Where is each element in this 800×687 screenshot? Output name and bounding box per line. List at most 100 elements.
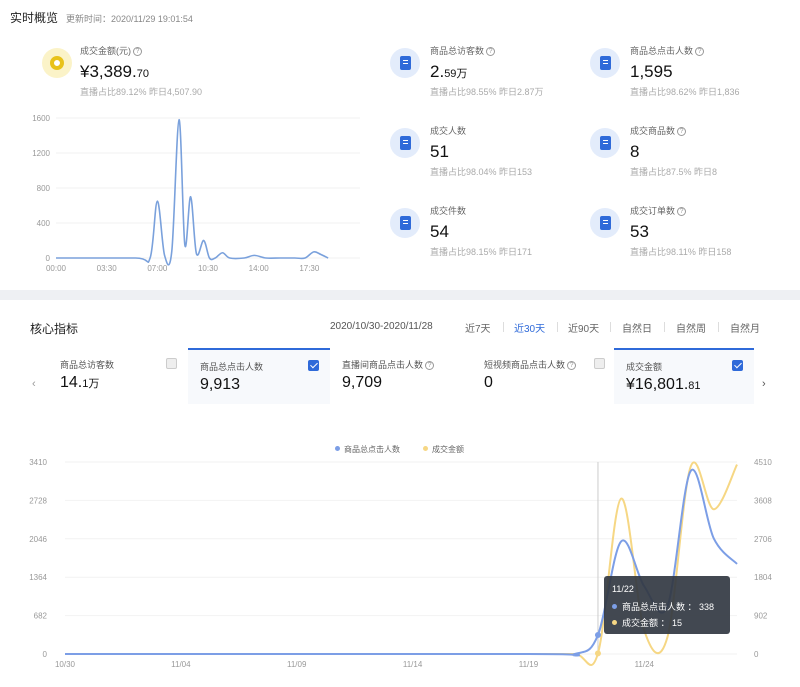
realtime-series-line (55, 118, 329, 266)
realtime-title: 实时概览 (10, 11, 59, 25)
divider (718, 322, 719, 332)
y-tick-label: 400 (37, 219, 51, 228)
tab-30-days[interactable]: 近30天 (514, 324, 546, 335)
metric-card-live-clicks[interactable]: 直播间商品点击人数? 9,709 (330, 348, 472, 404)
x-tick-label: 11/09 (287, 660, 307, 669)
help-icon[interactable]: ? (677, 207, 687, 216)
right-tick-label: 2706 (754, 535, 772, 544)
metric-value: 53 (630, 222, 649, 241)
x-tick-label: 11/04 (171, 660, 191, 669)
metric-foot: 直播占比98.55% 昨日2.87万 (430, 87, 544, 97)
buyer-icon (390, 128, 420, 158)
legend-dot (335, 446, 340, 451)
y-tick-label: 800 (37, 184, 51, 193)
core-title: 核心指标 (30, 322, 79, 336)
left-tick-label: 2046 (29, 535, 47, 544)
tab-natural-week[interactable]: 自然周 (676, 324, 706, 335)
metric-label: 成交订单数? (630, 204, 687, 217)
metric-label: 成交件数 (430, 206, 467, 216)
help-icon[interactable]: ? (486, 47, 496, 56)
left-tick-label: 0 (43, 650, 48, 659)
metric-card-visitors[interactable]: 商品总访客数 14.1万 (48, 348, 188, 404)
card-value: 14.1万 (60, 374, 100, 391)
card-checkbox[interactable] (166, 358, 177, 369)
metric-foot: 直播占比98.15% 昨日171 (430, 247, 533, 257)
x-tick-label: 00:00 (46, 264, 67, 273)
prev-arrow-icon[interactable]: ‹ (32, 378, 36, 390)
tab-90-days[interactable]: 近90天 (568, 324, 600, 335)
metric-card-video-clicks[interactable]: 短视频商品点击人数? 0 (472, 348, 614, 404)
card-label: 商品总点击人数 (200, 362, 264, 372)
right-tick-label: 4510 (754, 458, 772, 467)
hover-point-gmv (594, 650, 601, 657)
metric-label: 商品总访客数? (430, 44, 496, 57)
update-time: 更新时间：2020/11/29 19:01:54 (66, 14, 193, 24)
divider (557, 322, 558, 332)
metric-foot: 直播占比98.11% 昨日158 (630, 247, 732, 257)
chart-tooltip: 11/22 商品总点击人数 ： 338 成交金额 ： 15 (604, 576, 730, 634)
left-tick-label: 682 (34, 612, 48, 621)
metric-value: 51 (430, 142, 449, 161)
card-checkbox[interactable] (308, 360, 319, 371)
coin-icon (42, 48, 72, 78)
help-icon[interactable]: ? (133, 47, 142, 56)
metric-value: 8 (630, 142, 640, 161)
next-arrow-icon[interactable]: › (762, 378, 766, 390)
metric-card-gmv[interactable]: 成交金额 ¥16,801.81 (614, 348, 754, 404)
card-label: 短视频商品点击人数? (484, 358, 577, 371)
right-tick-label: 1804 (754, 573, 772, 582)
main-metric-value: ¥3,389.70 (80, 62, 149, 81)
y-tick-label: 0 (46, 254, 51, 263)
metric-foot: 直播占比98.62% 昨日1,836 (630, 87, 740, 97)
card-checkbox[interactable] (732, 360, 743, 371)
help-icon[interactable]: ? (567, 361, 577, 370)
realtime-panel: 实时概览 更新时间：2020/11/29 19:01:54 成交金额(元)? ¥… (0, 0, 800, 290)
right-tick-label: 902 (754, 612, 768, 621)
date-range: 2020/10/30-2020/11/28 (330, 321, 433, 332)
metric-card-clicks[interactable]: 商品总点击人数 9,913 (188, 348, 330, 404)
divider (664, 322, 665, 332)
tooltip-row-gmv: 成交金额 ： 15 (612, 616, 682, 629)
tab-7-days[interactable]: 近7天 (465, 324, 491, 335)
x-tick-label: 11/14 (403, 660, 423, 669)
x-tick-label: 11/24 (635, 660, 655, 669)
left-tick-label: 2728 (29, 496, 47, 505)
right-tick-label: 3608 (754, 496, 772, 505)
x-tick-label: 14:00 (249, 264, 270, 273)
metric-value: 54 (430, 222, 449, 241)
legend-dot (423, 446, 428, 451)
metric-value: 1,595 (630, 62, 673, 81)
tab-natural-day[interactable]: 自然日 (622, 324, 652, 335)
core-trend-chart: 0 682 1364 2046 2728 3410 0 902 1804 2706 3608 4510… (29, 458, 772, 669)
y-tick-label: 1200 (32, 149, 50, 158)
metric-label: 成交商品数? (630, 124, 687, 137)
help-icon[interactable]: ? (677, 127, 687, 136)
x-tick-label: 03:30 (97, 264, 118, 273)
x-tick-label: 11/19 (519, 660, 539, 669)
divider (610, 322, 611, 332)
divider (503, 322, 504, 332)
tooltip-date: 11/22 (612, 584, 634, 594)
left-tick-label: 3410 (29, 458, 47, 467)
left-tick-label: 1364 (29, 573, 47, 582)
main-metric-label: 成交金额(元)? (80, 44, 142, 57)
legend-clicks[interactable]: 商品总点击人数 (335, 444, 400, 455)
card-value: 9,709 (342, 374, 383, 391)
x-tick-label: 17:30 (299, 264, 320, 273)
metric-foot: 直播占比98.04% 昨日153 (430, 167, 533, 177)
x-tick-label: 07:00 (147, 264, 168, 273)
legend-gmv[interactable]: 成交金额 (423, 444, 464, 455)
right-tick-label: 0 (754, 650, 759, 659)
package-icon (390, 208, 420, 238)
metric-value: 2.59万 (430, 62, 468, 81)
series-line-gmv (65, 461, 738, 667)
realtime-chart: 0 400 800 1200 1600 00:00 03:30 07:00 10:30 14:00… (32, 114, 360, 273)
order-icon (590, 208, 620, 238)
card-checkbox[interactable] (594, 358, 605, 369)
card-label: 成交金额 (626, 362, 663, 372)
help-icon[interactable]: ? (425, 361, 435, 370)
tab-natural-month[interactable]: 自然月 (730, 324, 760, 335)
tooltip-row-clicks: 商品总点击人数 ： 338 (612, 600, 714, 613)
y-tick-label: 1600 (32, 114, 50, 123)
help-icon[interactable]: ? (695, 47, 705, 56)
